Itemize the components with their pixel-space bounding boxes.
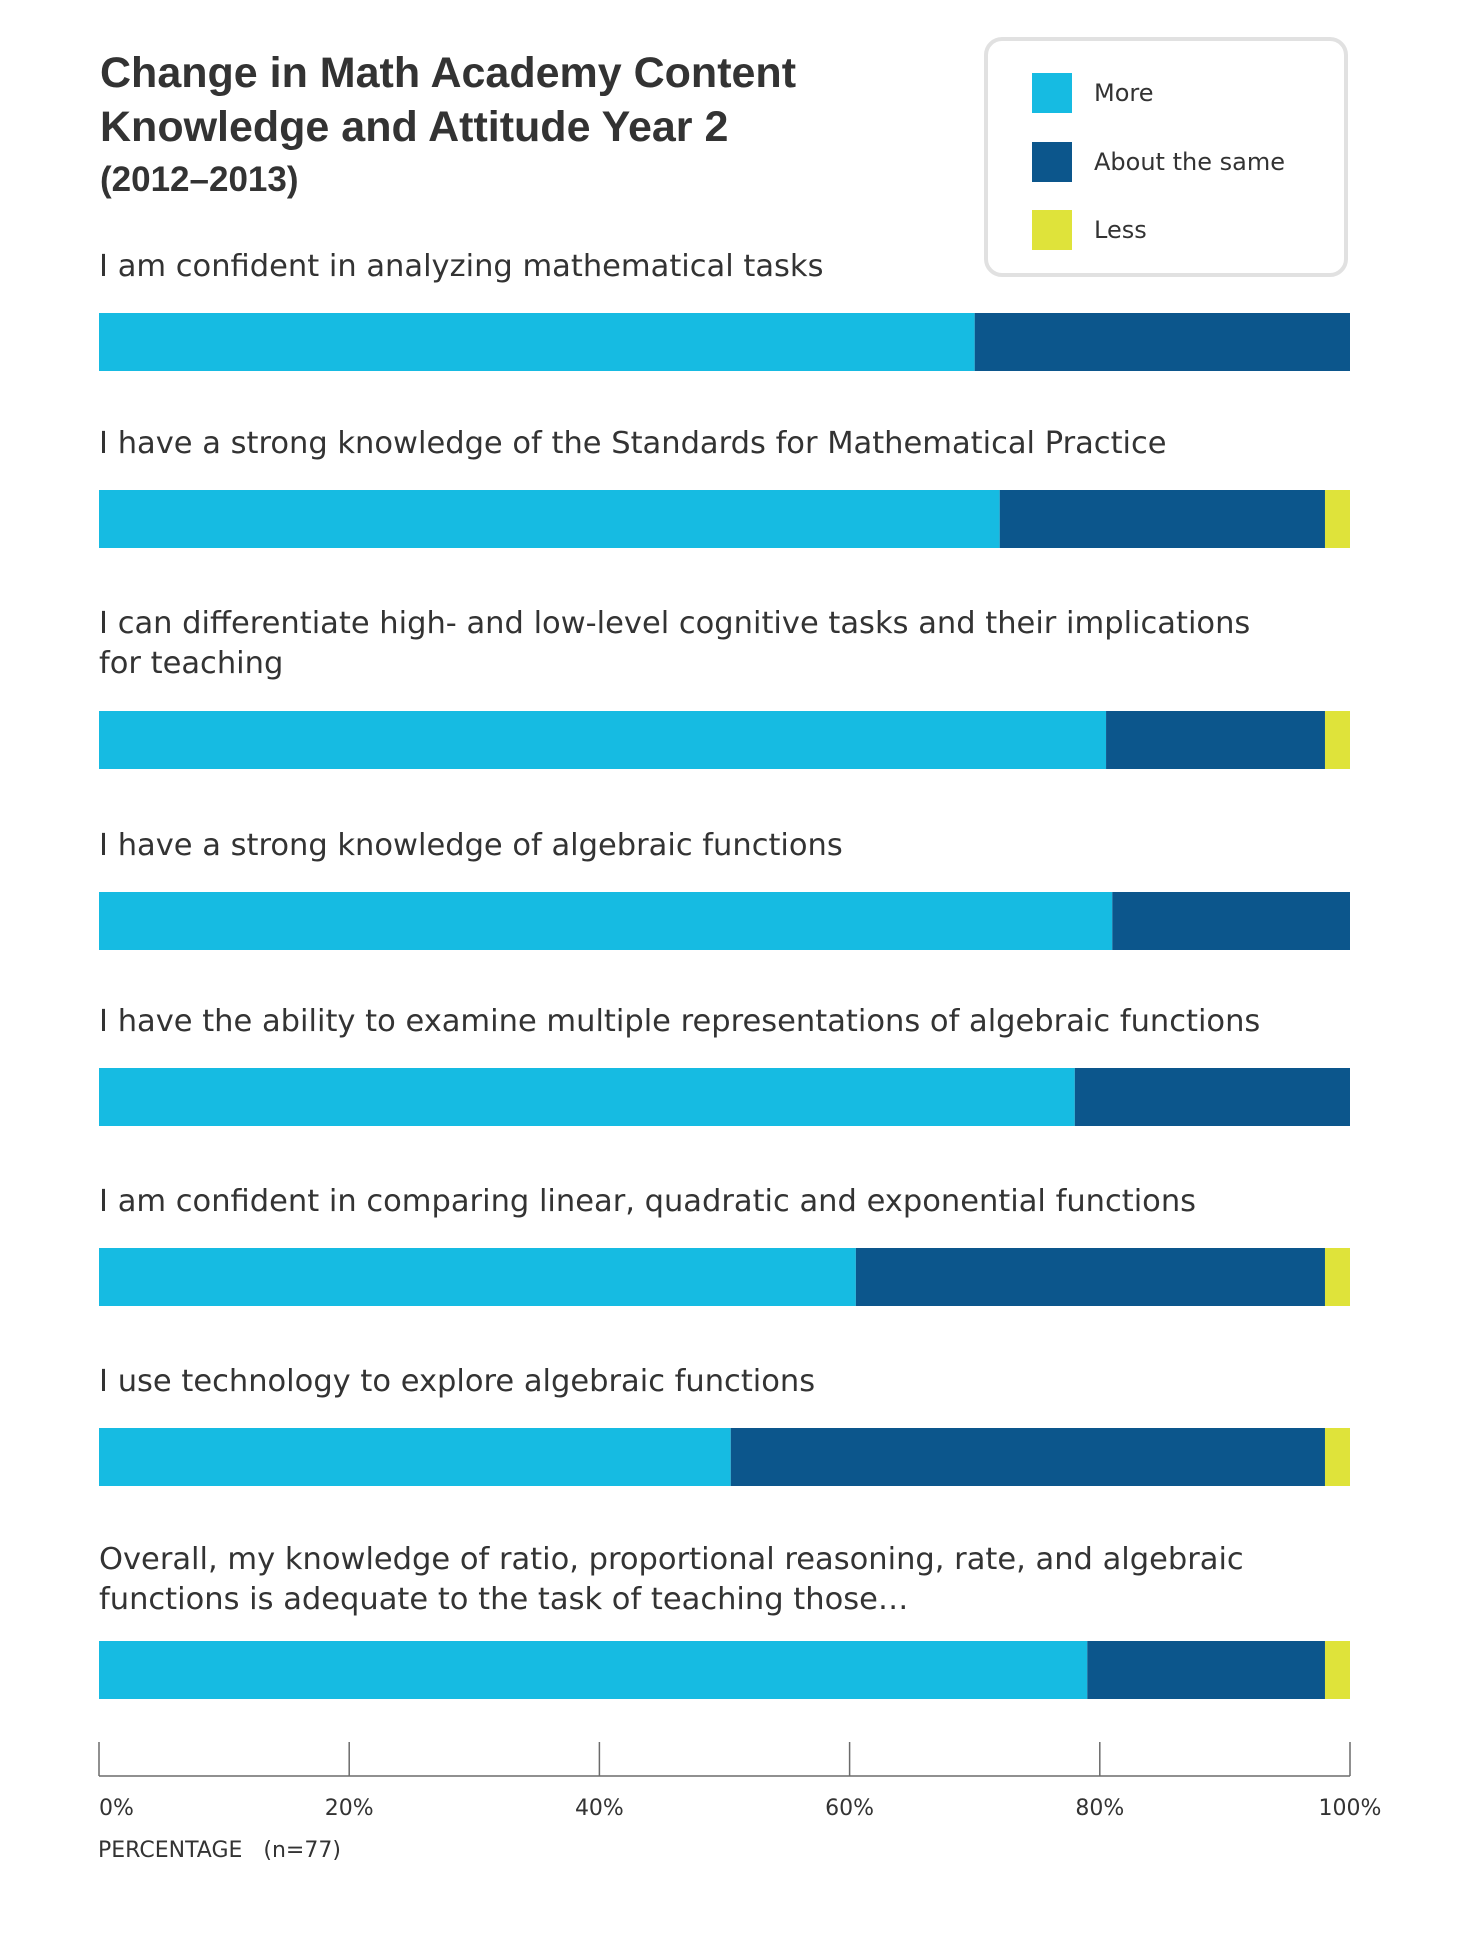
chart-title: Change in Math Academy Content Knowledge… (100, 46, 796, 154)
bar-3-about-the-same (1106, 711, 1325, 769)
category-label-1: I am confident in analyzing mathematical… (99, 249, 823, 284)
category-label-3-line-1: I can differentiate high- and low-level … (99, 606, 1250, 641)
bar-4-more (99, 892, 1113, 950)
legend-item-about-the-same: About the same (1032, 142, 1285, 182)
category-label-8-line-1: Overall, my knowledge of ratio, proporti… (99, 1542, 1244, 1577)
x-tick-label-60: 60% (825, 1796, 874, 1821)
bar-3-more (99, 711, 1107, 769)
legend: More About the same Less (984, 37, 1348, 277)
bar-8-about-the-same (1087, 1641, 1325, 1699)
category-label-3-line-2: for teaching (99, 646, 283, 681)
chart-title-line-2: Knowledge and Attitude Year 2 (100, 103, 729, 151)
x-tick-label-20: 20% (325, 1796, 374, 1821)
bar-7-less (1324, 1428, 1350, 1486)
chart-subtitle: (2012–2013) (100, 160, 299, 199)
legend-label-about-the-same: About the same (1094, 148, 1285, 176)
category-label-2: I have a strong knowledge of the Standar… (99, 426, 1167, 461)
chart-title-line-1: Change in Math Academy Content (100, 49, 797, 97)
x-tick-label-0: 0% (99, 1796, 134, 1821)
bar-8-more (99, 1641, 1088, 1699)
bar-8-less (1324, 1641, 1350, 1699)
bar-2-more (99, 490, 1000, 548)
bar-6-about-the-same (855, 1248, 1325, 1306)
category-label-4: I have a strong knowledge of algebraic f… (99, 828, 843, 863)
legend-label-less: Less (1094, 216, 1147, 244)
legend-label-more: More (1094, 79, 1154, 107)
legend-swatch-more (1032, 73, 1072, 113)
bar-6-more (99, 1248, 856, 1306)
x-tick-label-40: 40% (575, 1796, 624, 1821)
bar-7-more (99, 1428, 731, 1486)
bar-1-more (99, 313, 975, 371)
category-label-8-line-2: functions is adequate to the task of tea… (99, 1582, 908, 1617)
bar-2-less (1324, 490, 1350, 548)
bar-1-about-the-same (974, 313, 1350, 371)
bar-7-about-the-same (730, 1428, 1325, 1486)
bar-4-about-the-same (1112, 892, 1350, 950)
legend-item-less: Less (1032, 210, 1147, 250)
bar-6-less (1324, 1248, 1350, 1306)
bar-5-about-the-same (1074, 1068, 1350, 1126)
category-label-5: I have the ability to examine multiple r… (99, 1004, 1260, 1039)
legend-swatch-about-the-same (1032, 142, 1072, 182)
bar-3-less (1324, 711, 1350, 769)
category-label-6: I am confident in comparing linear, quad… (99, 1184, 1196, 1219)
bar-5-more (99, 1068, 1075, 1126)
x-tick-label-100: 100% (1319, 1796, 1382, 1821)
x-tick-label-80: 80% (1075, 1796, 1124, 1821)
category-label-7: I use technology to explore algebraic fu… (99, 1364, 815, 1399)
x-axis-title: PERCENTAGE (n=77) (98, 1838, 341, 1863)
legend-item-more: More (1032, 73, 1154, 113)
bar-2-about-the-same (999, 490, 1325, 548)
legend-swatch-less (1032, 210, 1072, 250)
